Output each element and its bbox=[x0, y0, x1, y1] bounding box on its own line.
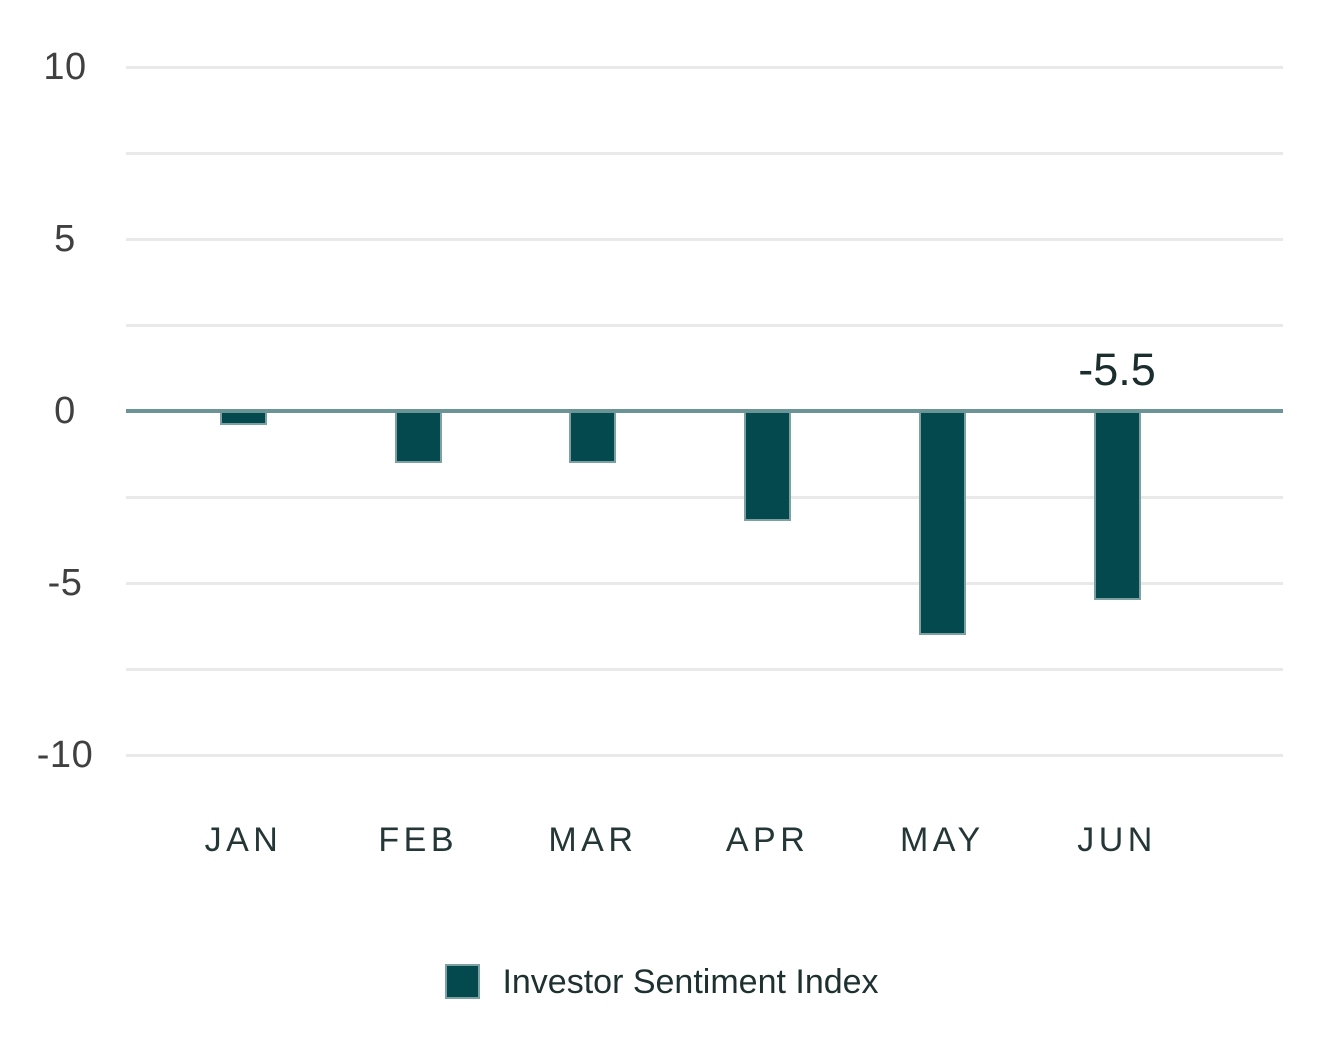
zero-baseline bbox=[126, 409, 1283, 413]
gridline bbox=[126, 581, 1283, 585]
x-axis-label-feb: FEB bbox=[378, 821, 458, 859]
bar-apr bbox=[744, 411, 792, 522]
gridline bbox=[126, 495, 1283, 499]
gridline bbox=[126, 667, 1283, 671]
bar-jan bbox=[220, 411, 267, 425]
y-axis-tick-label: -5 bbox=[47, 562, 83, 604]
y-axis-tick-label: 5 bbox=[54, 218, 76, 260]
legend: Investor Sentiment Index bbox=[0, 964, 1324, 999]
bar-may bbox=[918, 411, 966, 635]
bar-feb bbox=[394, 411, 442, 463]
gridline bbox=[126, 753, 1283, 757]
gridline bbox=[126, 65, 1283, 69]
x-axis-label-jun: JUN bbox=[1077, 821, 1157, 859]
x-axis-label-mar: MAR bbox=[548, 821, 638, 859]
bar-jun bbox=[1093, 411, 1141, 601]
y-axis-tick-label: 10 bbox=[43, 46, 87, 88]
gridline bbox=[126, 323, 1283, 327]
x-axis-label-apr: APR bbox=[725, 821, 810, 859]
x-axis-label-jan: JAN bbox=[204, 821, 283, 859]
x-axis-label-may: MAY bbox=[899, 821, 985, 859]
legend-label: Investor Sentiment Index bbox=[502, 962, 879, 1001]
bar-mar bbox=[569, 411, 617, 463]
gridline bbox=[126, 237, 1283, 241]
y-axis-tick-label: -10 bbox=[36, 734, 94, 776]
gridline bbox=[126, 151, 1283, 155]
y-axis-tick-label: 0 bbox=[54, 390, 76, 432]
data-label: -5.5 bbox=[1078, 344, 1156, 395]
legend-swatch-icon bbox=[445, 964, 481, 999]
